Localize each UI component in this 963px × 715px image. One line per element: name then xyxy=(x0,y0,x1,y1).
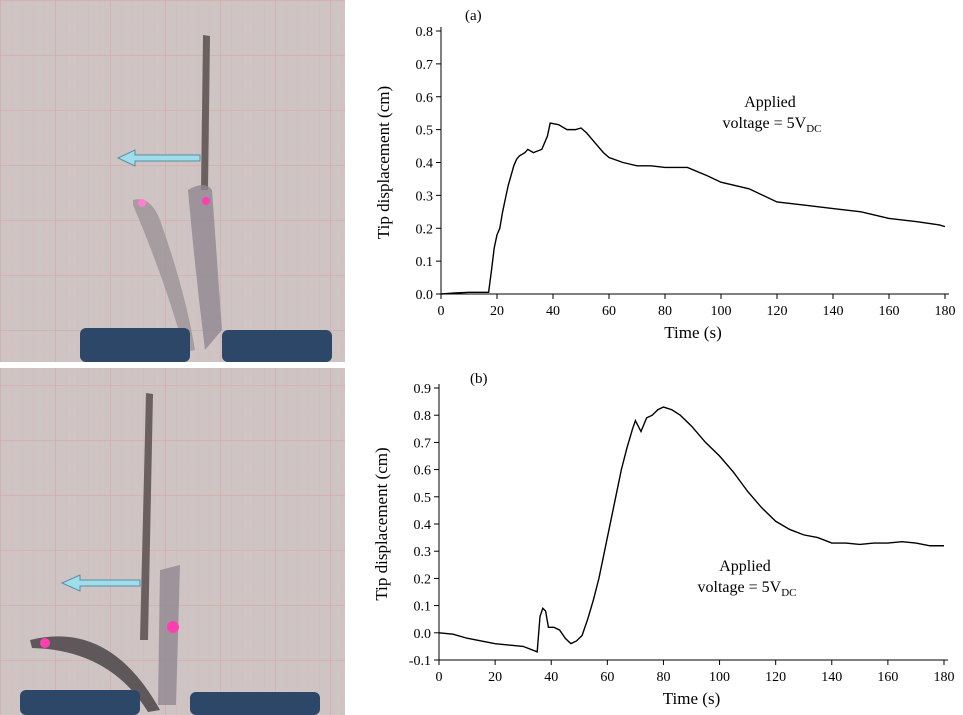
x-tick-label: 140 xyxy=(821,670,842,685)
y-tick-label: 0.2 xyxy=(414,572,432,587)
panel-label: (a) xyxy=(465,8,482,24)
y-tick-label: 0.1 xyxy=(416,255,434,270)
y-tick-label: 0.7 xyxy=(414,436,432,451)
x-tick-label: 120 xyxy=(765,670,786,685)
x-tick-label: 0 xyxy=(438,304,445,319)
x-tick-label: 40 xyxy=(546,304,560,319)
y-tick-label: 0.9 xyxy=(414,382,432,397)
y-tick-label: 0.1 xyxy=(414,600,432,615)
y-tick-label: -0.1 xyxy=(409,654,431,669)
y-tick-label: 0.3 xyxy=(414,545,432,560)
x-tick-label: 60 xyxy=(602,304,616,319)
annotation-line1: Applied xyxy=(719,558,771,575)
y-tick-label: 0.5 xyxy=(416,124,434,139)
y-tick-label: 0.4 xyxy=(416,157,434,172)
y-tick-label: 0.8 xyxy=(416,25,434,40)
y-tick-label: 0.0 xyxy=(416,288,434,303)
x-tick-label: 40 xyxy=(544,670,558,685)
y-tick-label: 0.2 xyxy=(416,222,434,237)
annotation-text: voltage = 5V xyxy=(723,115,807,132)
x-tick-label: 0 xyxy=(436,670,443,685)
x-tick-label: 120 xyxy=(767,304,788,319)
data-line xyxy=(438,406,944,653)
x-tick-label: 80 xyxy=(656,670,670,685)
x-tick-label: 180 xyxy=(935,304,956,319)
x-tick-label: 80 xyxy=(658,304,672,319)
y-axis-title: Tip displacement (cm) xyxy=(374,86,393,239)
x-tick-label: 180 xyxy=(934,670,955,685)
y-tick-label: 0.7 xyxy=(416,58,434,73)
x-tick-label: 140 xyxy=(823,304,844,319)
photo-bottom xyxy=(0,368,345,715)
x-tick-label: 160 xyxy=(879,304,900,319)
y-tick-label: 0.6 xyxy=(414,464,432,479)
y-tick-label: 0.5 xyxy=(414,491,432,506)
x-tick-label: 100 xyxy=(709,670,730,685)
y-tick-label: 0.3 xyxy=(416,189,434,204)
annotation-line2: voltage = 5VDC xyxy=(723,115,822,135)
annotation-line2: voltage = 5VDC xyxy=(698,579,797,599)
x-tick-label: 100 xyxy=(711,304,732,319)
y-tick-label: 0.8 xyxy=(414,409,432,424)
data-line xyxy=(440,122,946,295)
annotation-text: voltage = 5V xyxy=(698,579,782,596)
x-tick-label: 60 xyxy=(600,670,614,685)
annotation-subscript: DC xyxy=(781,587,796,599)
photo-top xyxy=(0,0,345,362)
y-tick-label: 0.6 xyxy=(416,91,434,106)
y-tick-label: 0.0 xyxy=(414,627,432,642)
x-axis-title: Time (s) xyxy=(663,689,720,708)
x-tick-label: 20 xyxy=(490,304,504,319)
annotation-line1: Applied xyxy=(744,94,796,111)
annotation-subscript: DC xyxy=(806,123,821,135)
x-tick-label: 20 xyxy=(488,670,502,685)
y-axis-title: Tip displacement (cm) xyxy=(372,447,391,600)
x-tick-label: 160 xyxy=(877,670,898,685)
y-tick-label: 0.4 xyxy=(414,518,432,533)
x-axis-title: Time (s) xyxy=(664,323,721,342)
panel-label: (b) xyxy=(470,371,488,387)
